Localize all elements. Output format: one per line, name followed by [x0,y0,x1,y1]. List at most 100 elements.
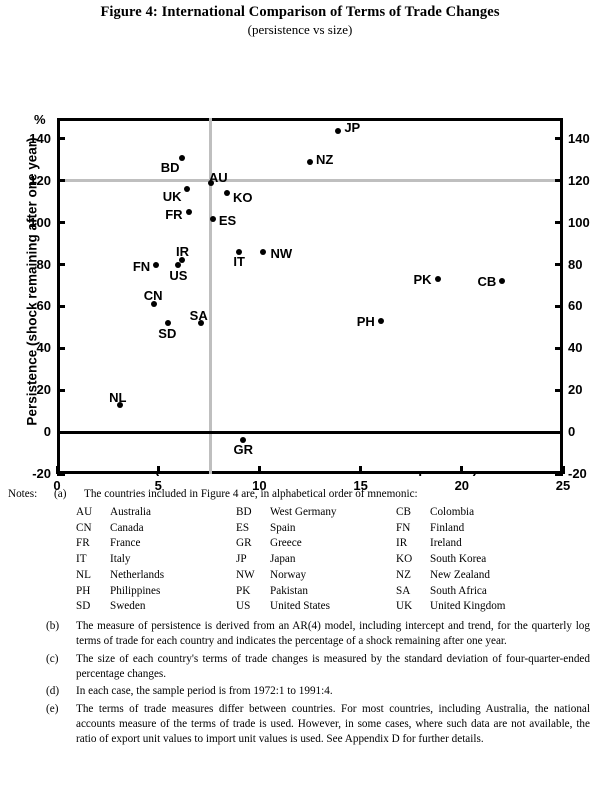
y-tick [555,388,563,392]
x-tick-label: 15 [353,478,368,493]
data-point-label: BD [160,159,180,175]
y-axis-unit: % [34,112,46,127]
mnemonic-country: Norway [270,568,307,581]
note-item-e: (e) The terms of trade measures differ be… [0,702,600,746]
mnemonic-country: Ireland [430,537,462,550]
mnemonic-code: PK [236,584,251,597]
data-point-label: IT [233,254,245,270]
mnemonic-row: FR France GR Greece IR Ireland [76,536,556,552]
y-tick-label: 120 [568,172,590,188]
mnemonic-row: SD Sweden US United States UK United Kingdom [76,599,556,615]
data-point [224,190,231,197]
note-item-a: Notes: (a) The countries included in Fig… [0,487,600,502]
mnemonic-code: SA [396,584,411,597]
y-tick-label: 20 [568,382,583,398]
mnemonic-country: United States [270,600,330,613]
x-tick [460,466,464,474]
x-tick [156,466,160,474]
mnemonic-code: CB [396,505,411,518]
y-tick-label: 0 [568,424,576,440]
mnemonic-code: BD [236,505,252,518]
x-tick-label: 0 [53,478,61,493]
y-tick-label: 140 [568,130,590,146]
notes-section: Notes: (a) The countries included in Fig… [0,487,600,750]
mnemonic-country: Greece [270,537,302,550]
note-marker: (a) [54,488,67,500]
x-tick [257,466,261,474]
note-text: The countries included in Figure 4 are, … [84,488,418,500]
mnemonic-code: CN [76,521,92,534]
mnemonic-country: Pakistan [270,584,308,597]
data-point-label: ES [218,212,237,228]
mnemonic-code: UK [396,600,413,613]
figure-subtitle: (persistence vs size) [247,22,353,37]
data-point-label: NW [270,246,293,262]
mnemonic-code: IT [76,553,87,566]
mnemonic-country: United Kingdom [430,600,506,613]
y-tick-label: 40 [568,340,583,356]
data-point-label: CN [143,288,163,304]
y-tick [555,221,563,225]
y-tick [57,137,65,141]
y-tick [555,346,563,350]
mnemonic-country: South Korea [430,553,487,566]
y-tick [555,430,563,434]
y-tick [57,388,65,392]
y-tick [57,304,65,308]
mnemonic-code: GR [236,537,252,550]
data-point-label: SD [158,326,177,342]
data-point [236,249,243,256]
mnemonic-table-body: AU Australia BD West Germany CB Colombia CN Can… [76,505,556,615]
mnemonic-code: JP [236,553,247,566]
x-tick-label: 25 [555,478,571,493]
x-tick [55,466,59,474]
y-tick-label: 20 [36,382,51,398]
mnemonic-country: Netherlands [110,568,165,581]
x-tick-label: 20 [454,478,470,493]
y-tick-label: -20 [568,466,587,481]
mnemonic-country: South Africa [430,584,487,597]
note-text: The measure of persistence is derived fr… [76,620,590,648]
y-tick-label: 0 [43,424,51,440]
data-point-label: PK [413,272,432,288]
mnemonic-row: PH Philippines PK Pakistan SA South Africa [76,584,556,600]
mnemonic-country: Japan [270,553,296,566]
reference-line-vertical [209,118,213,474]
data-point [175,261,182,268]
data-point-label: AU [208,169,228,185]
data-point-label: JP [344,119,361,135]
y-tick [57,221,65,225]
mnemonic-country: Spain [270,521,296,534]
y-tick-label: 120 [29,172,51,188]
data-point-label: CB [477,274,497,290]
y-tick [57,472,65,476]
y-tick-label: 100 [568,214,590,230]
y-tick-label: -20 [32,466,51,481]
data-point-label: US [169,267,188,283]
note-marker: (e) [46,703,59,716]
data-point-label: SA [189,308,208,324]
mnemonic-country: Canada [110,521,144,534]
mnemonic-code: IR [396,537,408,550]
note-item-d: (d) In each case, the sample period is fr… [0,684,600,699]
y-tick-label: 100 [29,214,51,230]
mnemonic-code: SD [76,600,91,613]
note-text: The size of each country's terms of trad… [76,652,590,680]
mnemonic-country: Sweden [110,600,146,613]
data-point [179,154,186,161]
y-tick-label: 60 [36,298,51,314]
scatter-chart: % Persistence (shock remaining after one… [0,46,600,493]
data-point [260,249,267,256]
mnemonic-country: France [110,537,141,550]
data-point [377,318,384,325]
mnemonic-country: Colombia [430,505,475,518]
plot-frame [57,118,563,474]
y-tick [555,472,563,476]
mnemonic-code: NZ [396,568,411,581]
mnemonic-row: CN Canada ES Spain FN Finland [76,521,556,537]
mnemonic-country: Finland [430,521,465,534]
y-tick-label: 80 [568,256,583,272]
data-point [207,179,214,186]
x-tick-label: 10 [252,478,267,493]
mnemonic-code: ES [236,521,250,534]
